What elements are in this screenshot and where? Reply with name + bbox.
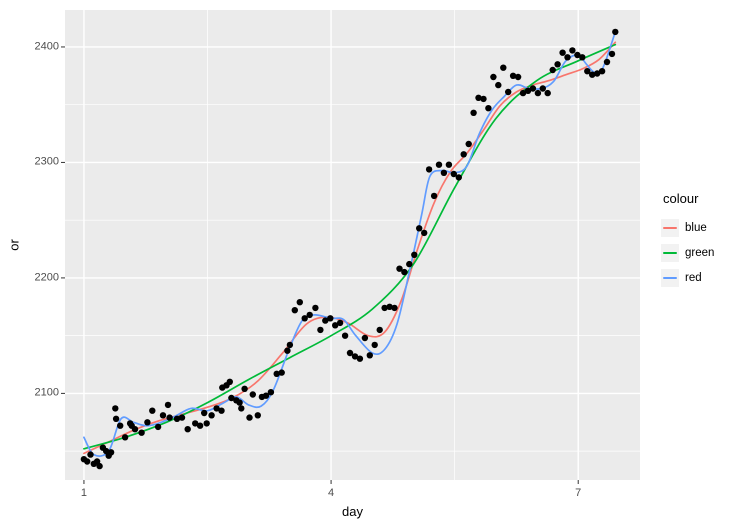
legend-item-green: green xyxy=(661,240,714,265)
y-axis-title: or xyxy=(6,239,22,251)
x-tick-label-1: 1 xyxy=(80,487,87,499)
y-tick-label-2300: 2300 xyxy=(34,155,59,168)
legend-key-line-icon xyxy=(663,226,677,229)
y-tick-label-2200: 2200 xyxy=(34,271,59,284)
legend-key-line-icon xyxy=(663,276,677,279)
legend: colour blue green red xyxy=(661,191,714,290)
legend-item-label: green xyxy=(685,246,715,259)
x-tick-label-7: 7 xyxy=(575,487,582,499)
legend-key-line-icon xyxy=(663,251,677,254)
legend-key xyxy=(661,218,679,237)
x-axis-title: day xyxy=(342,504,363,519)
x-tick-label-4: 4 xyxy=(328,487,335,499)
y-tick-label-2400: 2400 xyxy=(34,40,59,53)
legend-key xyxy=(661,243,679,262)
legend-item-label: red xyxy=(685,271,702,284)
legend-key xyxy=(661,268,679,287)
y-tick-label-2100: 2100 xyxy=(34,386,59,399)
legend-item-label: blue xyxy=(685,221,707,234)
legend-item-blue: blue xyxy=(661,215,714,240)
legend-title: colour xyxy=(663,191,699,206)
legend-item-red: red xyxy=(661,265,714,290)
